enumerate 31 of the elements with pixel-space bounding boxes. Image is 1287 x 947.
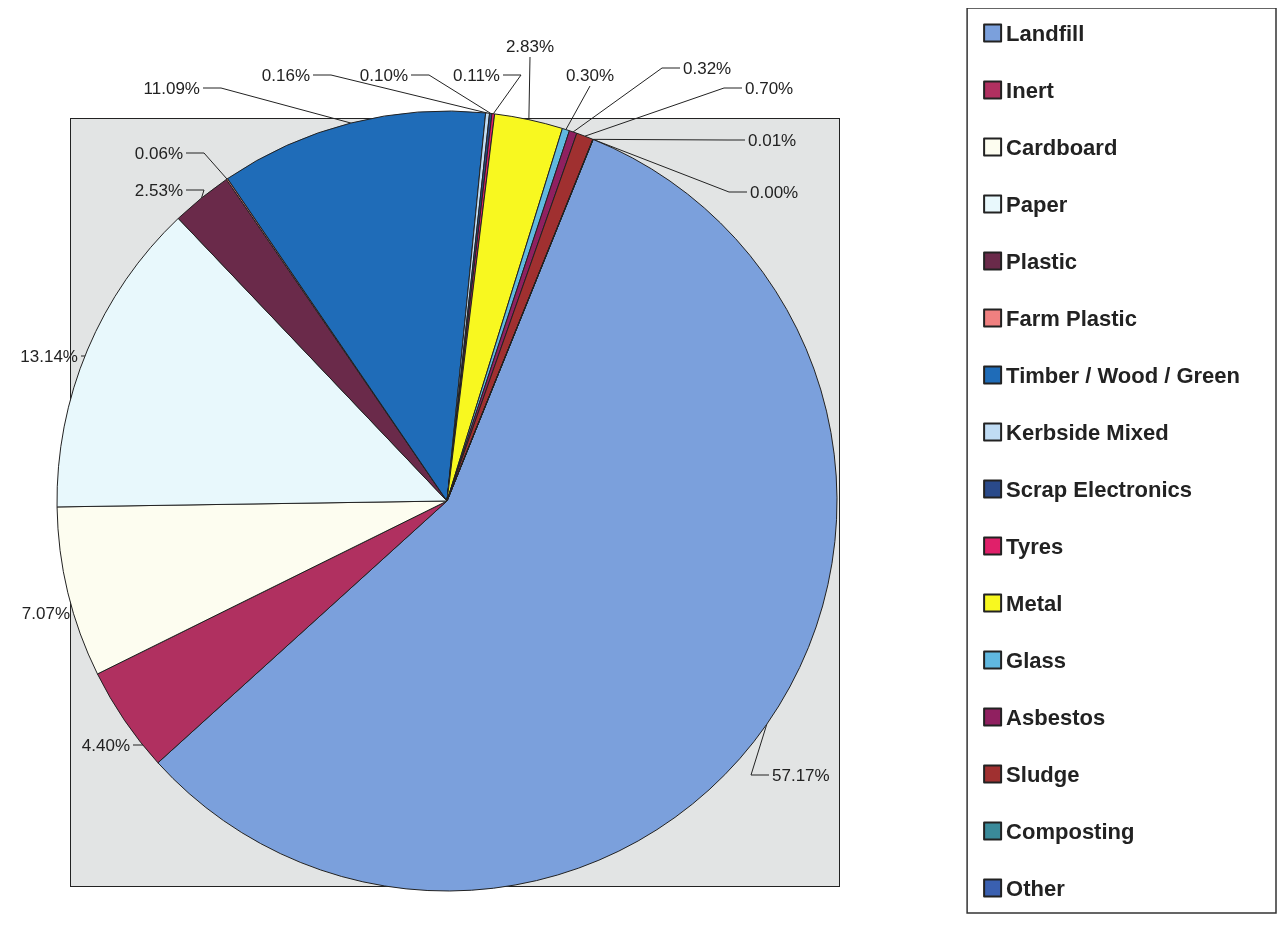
data-label: 7.07% — [21, 603, 70, 623]
data-label: 0.32% — [683, 58, 732, 78]
legend-label: Plastic — [1006, 248, 1078, 274]
legend-label: Sludge — [1006, 761, 1080, 787]
legend-label: Farm Plastic — [1006, 305, 1137, 331]
legend-label: Tyres — [1006, 533, 1064, 559]
data-label: 0.30% — [565, 65, 615, 85]
legend-label: Kerbside Mixed — [1006, 419, 1169, 445]
data-label: 11.09% — [143, 78, 200, 98]
data-label: 0.16% — [261, 65, 310, 85]
legend-label: Timber / Wood / Green — [1006, 362, 1240, 388]
data-label: 57.17% — [772, 765, 830, 785]
data-label: 4.40% — [81, 735, 130, 755]
data-label: 0.06% — [134, 143, 183, 163]
legend-label: Other — [1006, 875, 1066, 901]
legend-label: Metal — [1006, 590, 1063, 616]
data-label: 0.10% — [359, 65, 408, 85]
data-label: 0.11% — [453, 65, 500, 85]
legend-label: Composting — [1006, 818, 1135, 844]
legend-label: Cardboard — [1006, 134, 1118, 160]
data-label: 0.01% — [748, 130, 797, 150]
data-label: 0.70% — [745, 78, 794, 98]
legend-label: Inert — [1006, 77, 1055, 103]
data-label: 2.83% — [505, 36, 555, 56]
legend-label: Paper — [1006, 191, 1068, 217]
data-label: 2.53% — [134, 180, 183, 200]
text: 0.00% — [750, 182, 799, 202]
legend-label: Scrap Electronics — [1006, 476, 1192, 502]
legend-label: Glass — [1006, 647, 1067, 673]
legend-label: Landfill — [1006, 20, 1085, 46]
legend-label: Asbestos — [1006, 704, 1106, 730]
